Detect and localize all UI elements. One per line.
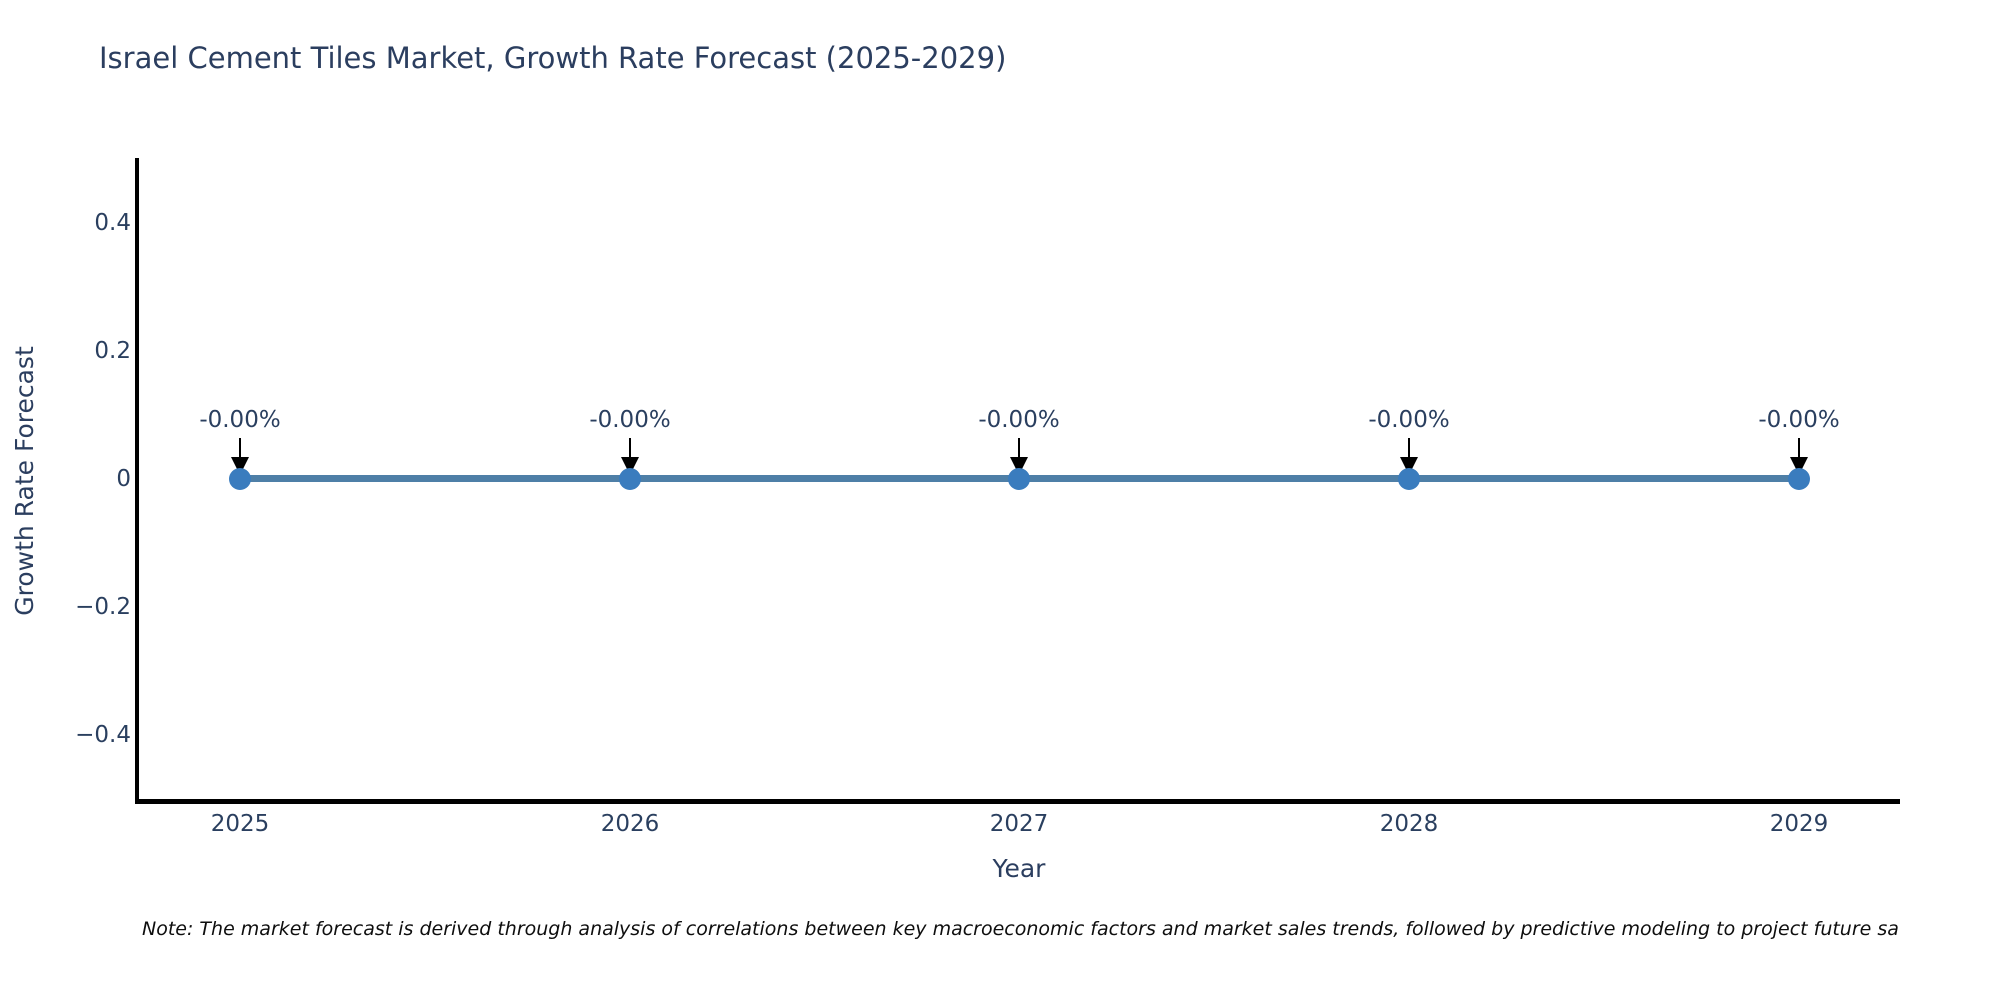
y-tick-label: −0.2 — [75, 594, 131, 620]
y-tick-label: 0.4 — [94, 210, 131, 236]
data-point-marker — [1398, 468, 1420, 490]
data-point-marker — [619, 468, 641, 490]
x-tick-label: 2025 — [210, 811, 270, 837]
data-point-marker — [1008, 468, 1030, 490]
y-tick-label: 0 — [116, 466, 131, 492]
x-tick-label: 2027 — [989, 811, 1049, 837]
annotation-arrow — [629, 438, 631, 459]
y-axis-line — [135, 158, 139, 804]
chart-title: Israel Cement Tiles Market, Growth Rate … — [99, 41, 1007, 75]
x-axis-title: Year — [992, 854, 1046, 883]
annotation-arrow — [239, 438, 241, 459]
annotation-arrow — [1798, 438, 1800, 459]
annotation-label: -0.00% — [1368, 407, 1450, 433]
y-tick-label: 0.2 — [94, 338, 131, 364]
data-point-marker — [229, 468, 251, 490]
footnote: Note: The market forecast is derived thr… — [142, 918, 1899, 940]
y-tick-label: −0.4 — [75, 722, 131, 748]
annotation-label: -0.00% — [978, 407, 1060, 433]
x-tick-label: 2029 — [1769, 811, 1829, 837]
x-tick-label: 2026 — [600, 811, 660, 837]
annotation-label: -0.00% — [589, 407, 671, 433]
annotation-label: -0.00% — [1758, 407, 1840, 433]
data-point-marker — [1788, 468, 1810, 490]
annotation-arrow — [1408, 438, 1410, 459]
x-tick-label: 2028 — [1379, 811, 1439, 837]
x-axis-line — [135, 799, 1900, 804]
annotation-label: -0.00% — [199, 407, 281, 433]
annotation-arrow — [1018, 438, 1020, 459]
